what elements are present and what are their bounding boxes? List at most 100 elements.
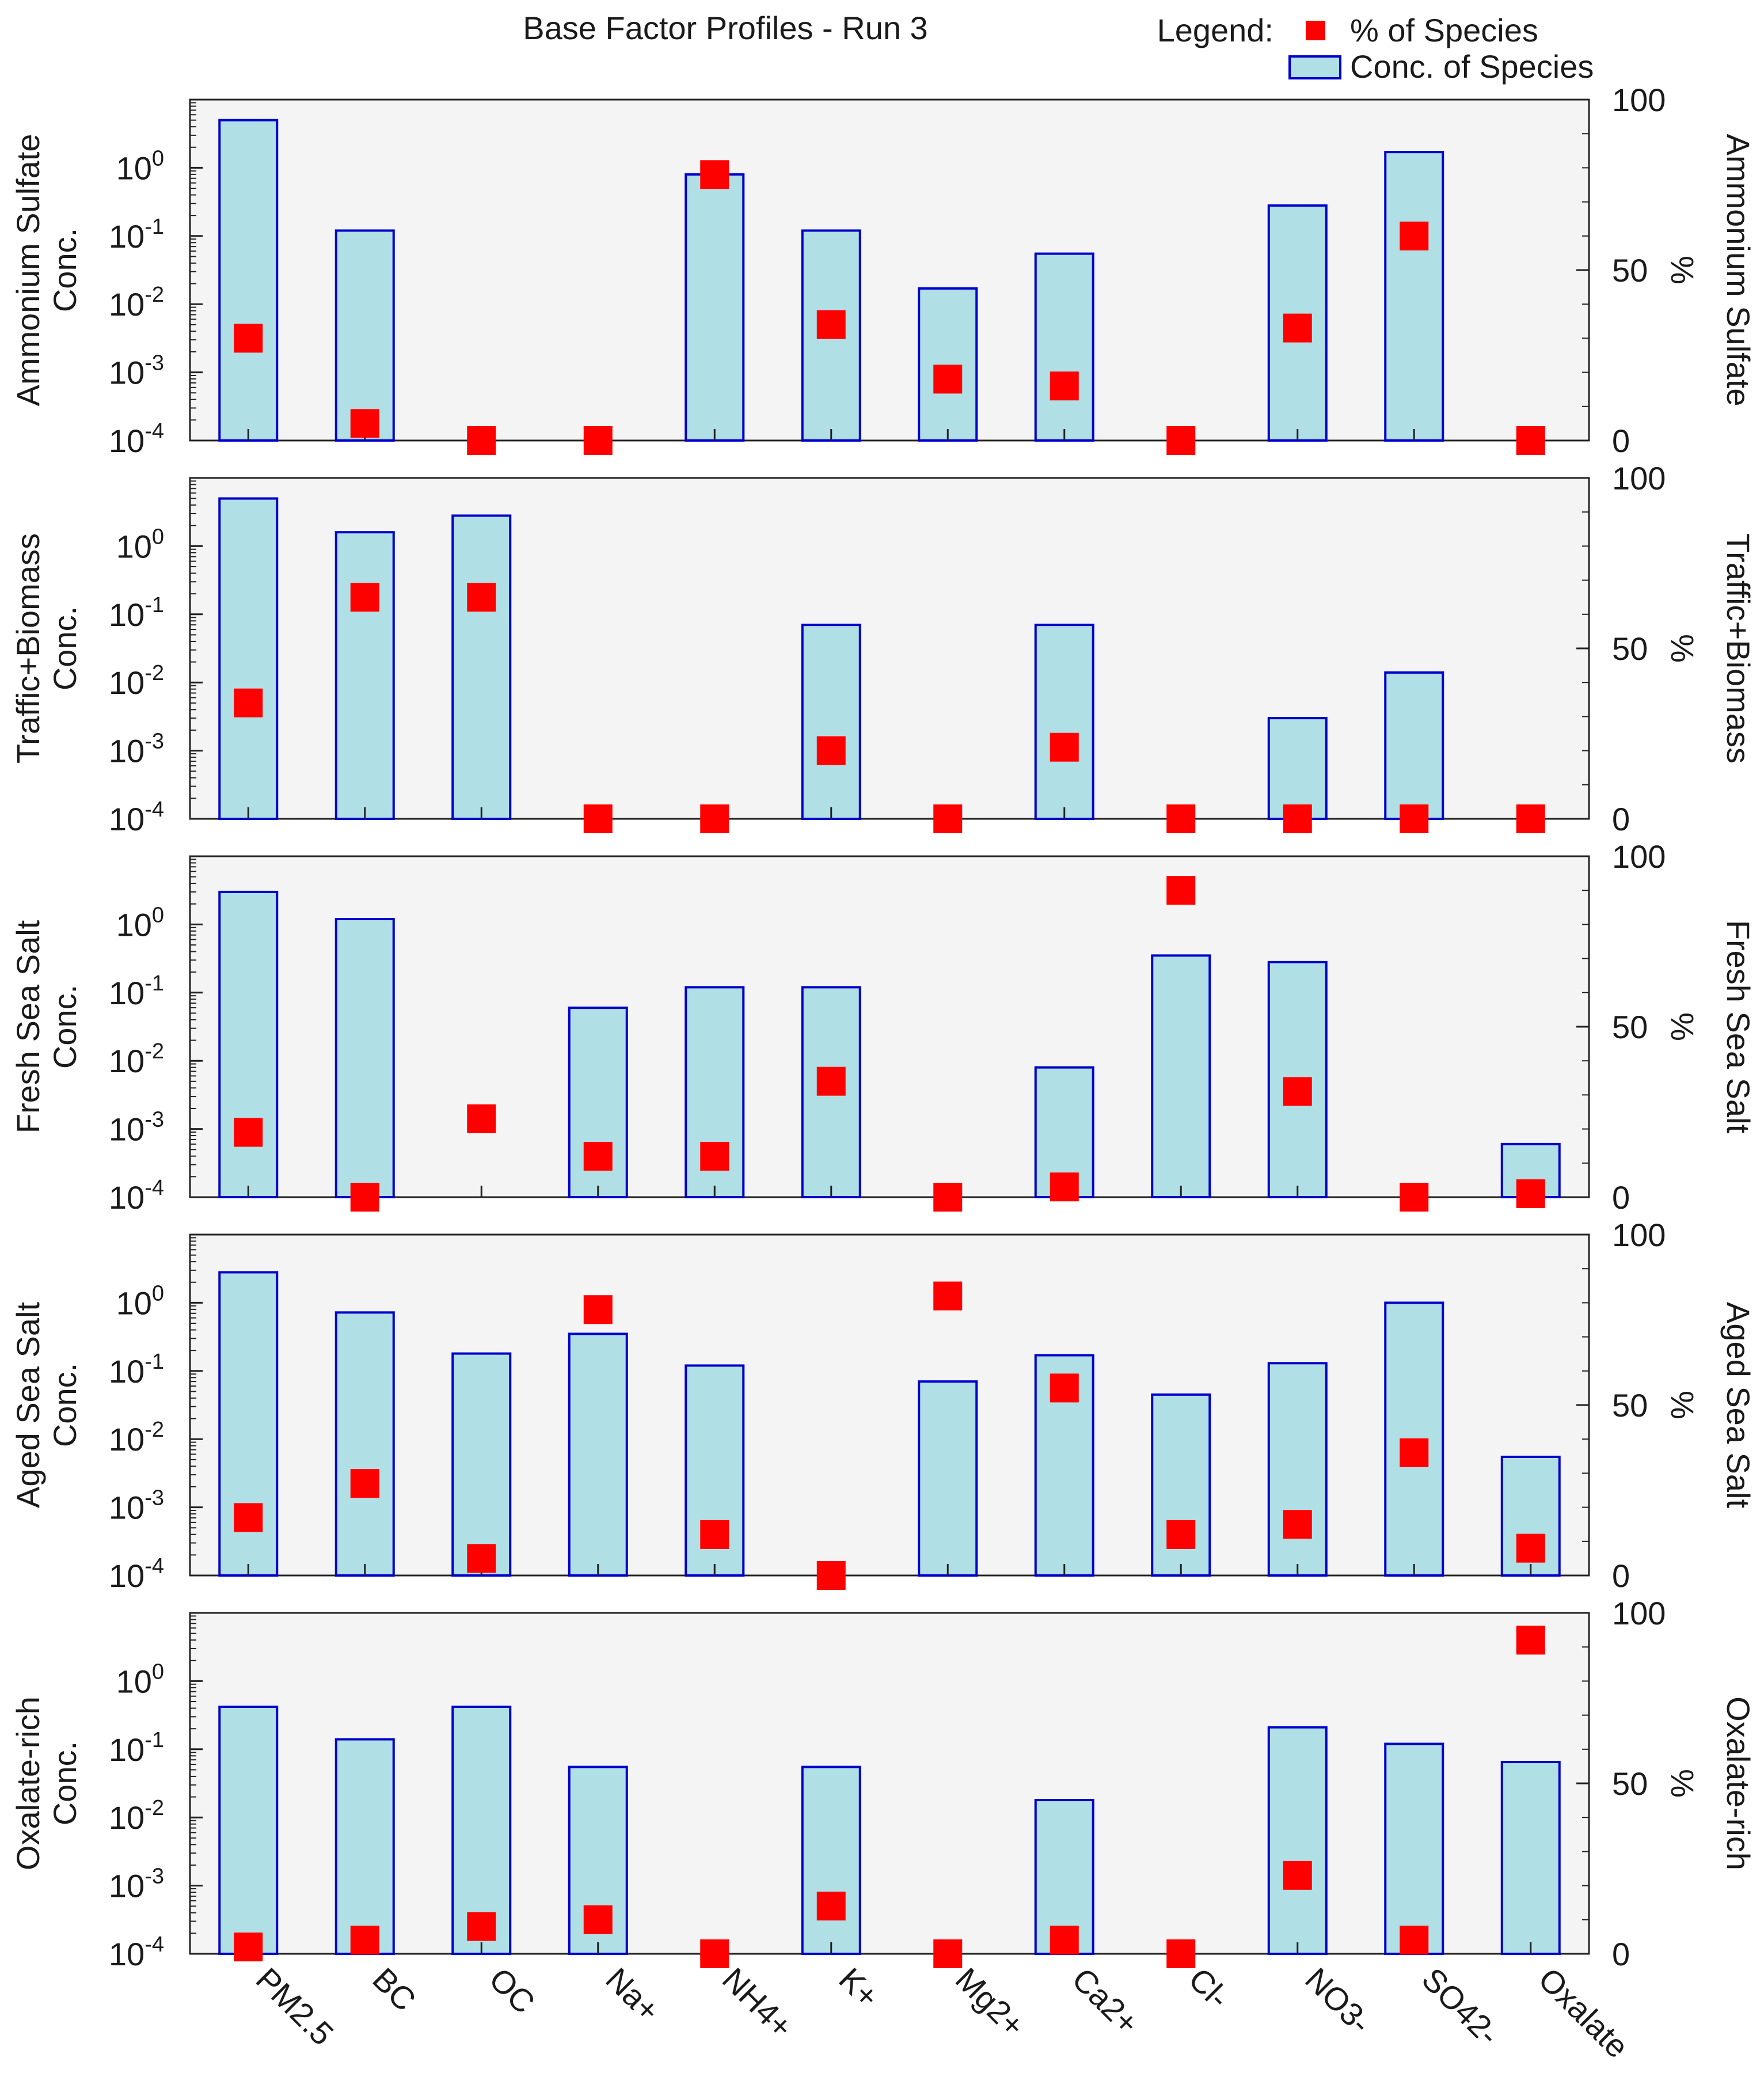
right-tick-label: 50 bbox=[1612, 1009, 1648, 1045]
percent-marker bbox=[933, 1939, 963, 1968]
percent-marker bbox=[1283, 1510, 1312, 1539]
right-axis-unit-label: % bbox=[1664, 634, 1701, 663]
left-axis-conc-label: Conc. bbox=[47, 1363, 83, 1447]
tick-exponent: -1 bbox=[145, 1350, 164, 1374]
percent-marker bbox=[234, 1932, 263, 1962]
left-tick-label: 10-3 bbox=[109, 730, 164, 769]
legend-label: Legend: bbox=[1157, 12, 1273, 48]
left-tick-label: 10-3 bbox=[109, 1108, 164, 1148]
left-tick-label: 100 bbox=[116, 146, 164, 186]
tick-exponent: -4 bbox=[145, 798, 164, 822]
percent-marker bbox=[467, 1912, 496, 1941]
tick-base: 10 bbox=[116, 1663, 152, 1699]
percent-marker bbox=[1050, 732, 1079, 762]
conc-bar bbox=[1267, 1362, 1328, 1577]
percent-marker bbox=[1050, 1172, 1079, 1202]
percent-marker bbox=[816, 310, 846, 339]
conc-bar bbox=[801, 624, 861, 820]
conc-bar bbox=[451, 514, 512, 820]
right-tick-label: 50 bbox=[1612, 1766, 1648, 1802]
plot-area bbox=[189, 477, 1590, 820]
percent-marker bbox=[1166, 426, 1196, 455]
tick-exponent: -3 bbox=[145, 351, 164, 375]
tick-exponent: 0 bbox=[152, 1660, 164, 1684]
tick-exponent: -3 bbox=[145, 1486, 164, 1510]
percent-marker bbox=[350, 583, 379, 612]
tick-base: 10 bbox=[109, 1868, 145, 1904]
percent-marker bbox=[234, 1503, 263, 1532]
percent-marker bbox=[816, 1892, 846, 1921]
tick-exponent: -4 bbox=[145, 419, 164, 443]
tick-exponent: -2 bbox=[145, 1796, 164, 1820]
tick-base: 10 bbox=[116, 906, 152, 943]
left-tick-label: 10-1 bbox=[109, 971, 164, 1011]
percent-marker bbox=[350, 1926, 379, 1955]
left-tick-label: 10-2 bbox=[109, 1039, 164, 1079]
conc-bar bbox=[1384, 1742, 1444, 1956]
right-axis-factor-label: Oxalate-rich bbox=[1720, 1696, 1757, 1870]
right-tick-label: 0 bbox=[1612, 1179, 1630, 1216]
right-tick-label: 100 bbox=[1612, 1217, 1666, 1253]
tick-base: 10 bbox=[109, 665, 145, 701]
percent-marker bbox=[1516, 1626, 1545, 1655]
conc-bar bbox=[1500, 1760, 1561, 1956]
left-tick-label: 10-2 bbox=[109, 1418, 164, 1457]
percent-marker bbox=[933, 365, 963, 394]
conc-bar bbox=[1034, 252, 1094, 442]
legend-conc-swatch bbox=[1288, 55, 1341, 79]
left-axis-conc-label: Conc. bbox=[47, 228, 83, 312]
percent-marker bbox=[1050, 1926, 1079, 1955]
conc-bar bbox=[918, 287, 978, 442]
conc-bar bbox=[451, 1352, 512, 1577]
right-tick-label: 0 bbox=[1612, 423, 1630, 459]
percent-marker bbox=[467, 583, 496, 612]
tick-base: 10 bbox=[109, 1111, 145, 1148]
left-tick-label: 10-4 bbox=[109, 1932, 164, 1972]
left-tick-label: 10-2 bbox=[109, 283, 164, 322]
percent-marker bbox=[350, 1469, 379, 1498]
right-tick-label: 50 bbox=[1612, 252, 1648, 288]
percent-marker bbox=[350, 1183, 379, 1212]
left-tick-label: 10-3 bbox=[109, 1865, 164, 1904]
percent-marker bbox=[1400, 1438, 1429, 1467]
conc-bar bbox=[334, 229, 395, 442]
percent-marker bbox=[1283, 313, 1312, 343]
conc-bar bbox=[1034, 624, 1094, 820]
left-axis-factor-label: Fresh Sea Salt bbox=[10, 920, 46, 1133]
percent-marker bbox=[1400, 804, 1429, 833]
percent-marker bbox=[700, 804, 729, 833]
percent-marker bbox=[1050, 371, 1079, 401]
tick-exponent: -2 bbox=[145, 661, 164, 685]
tick-exponent: 0 bbox=[152, 903, 164, 927]
tick-base: 10 bbox=[109, 423, 145, 459]
conc-bar bbox=[801, 1766, 861, 1955]
left-tick-label: 10-3 bbox=[109, 351, 164, 391]
tick-base: 10 bbox=[109, 1799, 145, 1836]
conc-bar bbox=[218, 890, 279, 1198]
plot-area bbox=[189, 98, 1590, 442]
percent-marker bbox=[234, 324, 263, 353]
percent-marker bbox=[1400, 1926, 1429, 1955]
percent-marker bbox=[1516, 1533, 1545, 1563]
tick-exponent: 0 bbox=[152, 146, 164, 170]
chart-title: Base Factor Profiles - Run 3 bbox=[523, 10, 927, 46]
conc-bar bbox=[334, 1738, 395, 1956]
percent-marker bbox=[816, 1066, 846, 1096]
percent-marker bbox=[700, 1141, 729, 1171]
right-axis-unit-label: % bbox=[1664, 256, 1701, 284]
legend-percent-swatch bbox=[1306, 21, 1325, 40]
tick-base: 10 bbox=[109, 1936, 145, 1972]
plot-area bbox=[189, 855, 1590, 1198]
percent-marker bbox=[1400, 221, 1429, 250]
left-tick-label: 10-3 bbox=[109, 1486, 164, 1526]
percent-marker bbox=[467, 426, 496, 455]
right-axis-factor-label: Ammonium Sulfate bbox=[1720, 134, 1757, 406]
percent-marker bbox=[467, 1104, 496, 1133]
percent-marker bbox=[234, 1118, 263, 1147]
percent-marker bbox=[1516, 426, 1545, 455]
right-tick-label: 100 bbox=[1612, 460, 1666, 496]
tick-exponent: -3 bbox=[145, 1108, 164, 1132]
tick-base: 10 bbox=[109, 1490, 145, 1526]
